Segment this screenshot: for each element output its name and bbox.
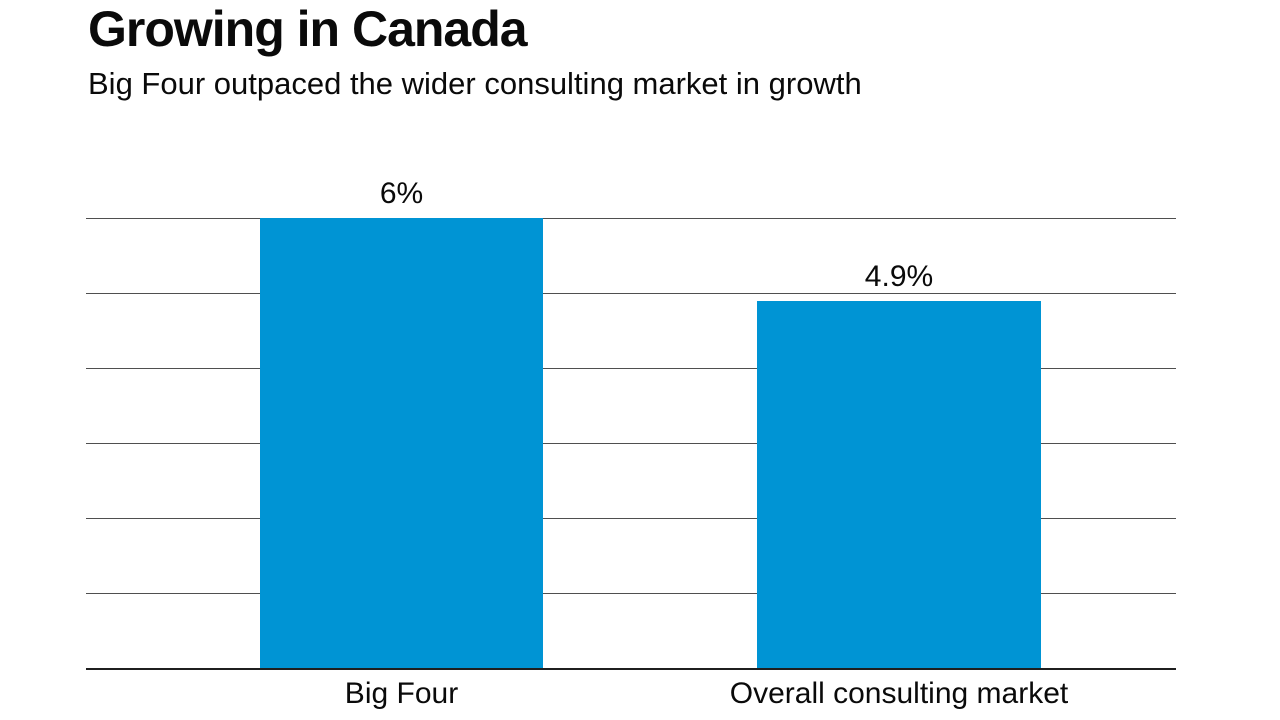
bar-value-label: 4.9%: [864, 259, 934, 293]
gridline: [86, 218, 1176, 219]
bar-value-label: 6%: [379, 177, 424, 210]
chart-subtitle: Big Four outpaced the wider consulting m…: [88, 66, 862, 101]
gridline: [86, 443, 1176, 444]
bar-big-four: [260, 218, 543, 668]
gridline: [86, 518, 1176, 519]
bar-overall-consulting-market: [757, 300, 1041, 668]
plot-area: 6% Big Four 4.9% Overall consulting mark…: [86, 177, 1176, 711]
bar-group-overall-consulting-market: 4.9% Overall consulting market: [730, 218, 1068, 711]
chart-title: Growing in Canada: [88, 1, 528, 57]
gridline: [86, 593, 1176, 594]
x-axis-label-big-four: Big Four: [344, 677, 459, 710]
gridline: [86, 293, 1176, 294]
bar-group-big-four: 6% Big Four: [260, 177, 543, 710]
gridline: [86, 368, 1176, 369]
x-axis-label-overall-consulting-market: Overall consulting market: [729, 677, 1069, 710]
